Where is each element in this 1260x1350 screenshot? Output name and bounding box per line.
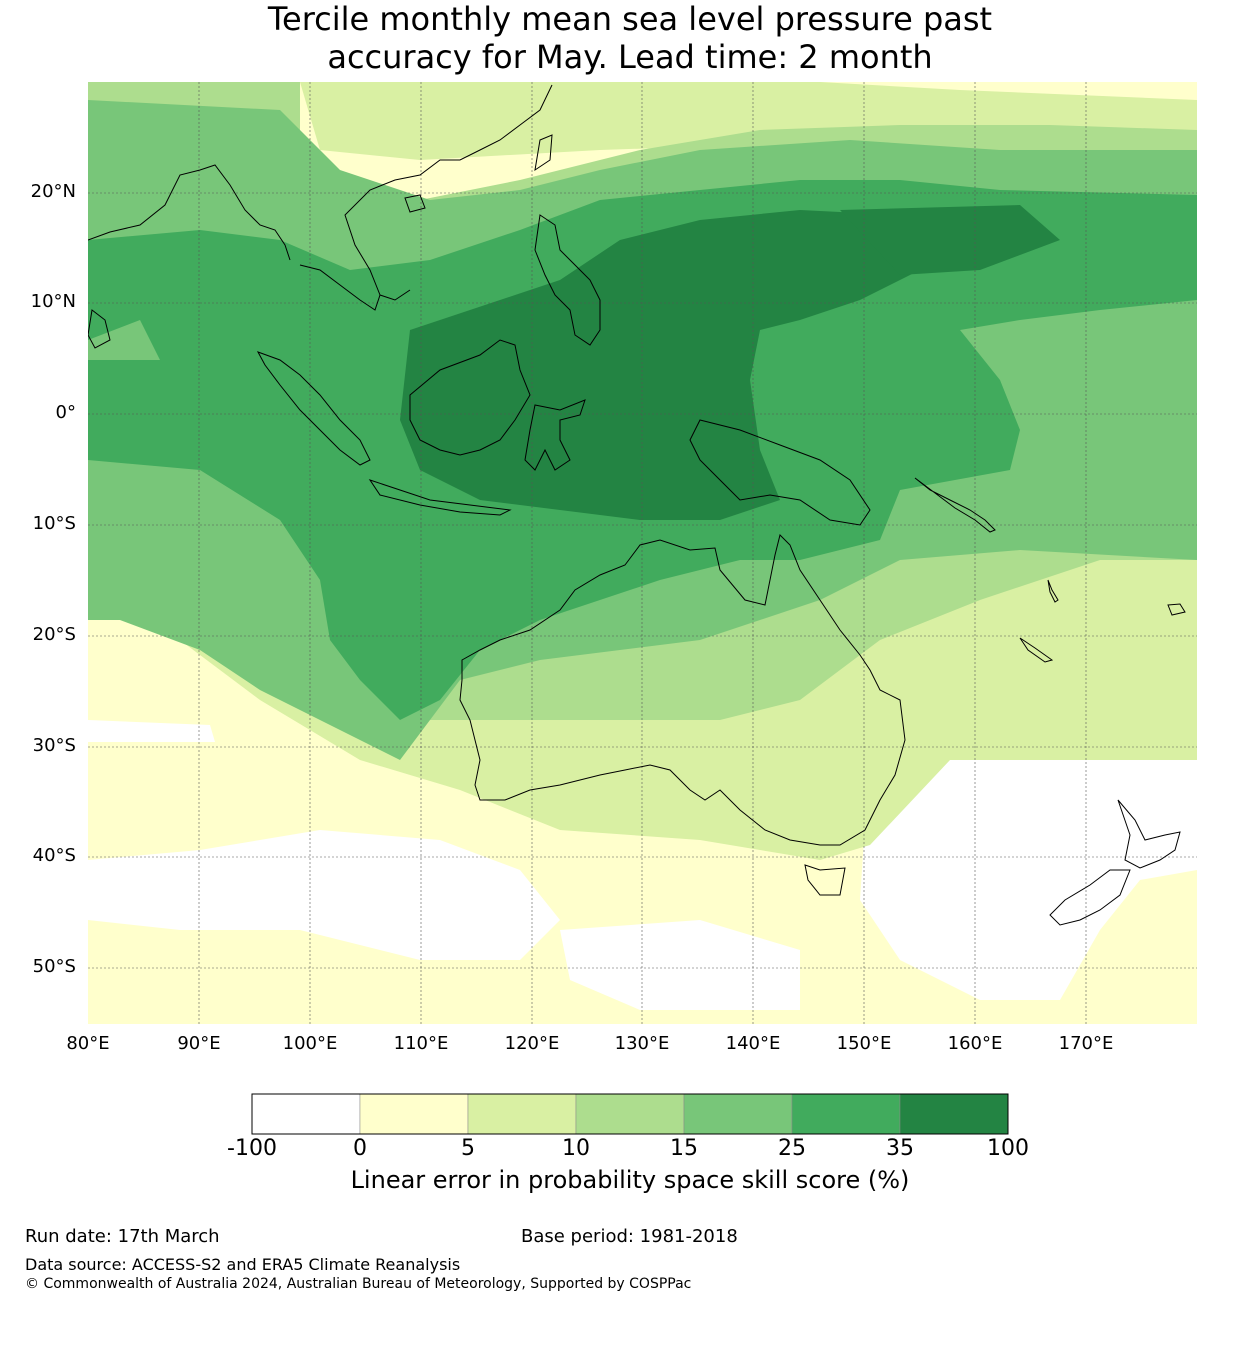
coast-hainan <box>404 194 426 213</box>
lon-label-150e: 150°E <box>836 1033 892 1054</box>
lat-label-40s: 40°S <box>32 845 76 866</box>
coast-sulawesi <box>524 399 586 471</box>
lon-label-100e: 100°E <box>282 1033 338 1054</box>
coast-australia <box>459 534 906 846</box>
lon-label-90e: 90°E <box>177 1033 221 1054</box>
coast-java <box>368 479 512 516</box>
field-band-15-25-west-notch <box>88 320 160 360</box>
colorbar-swatch-4 <box>683 1093 793 1135</box>
lat-label-50s: 50°S <box>32 956 76 977</box>
colorbar-swatch-3 <box>575 1093 685 1135</box>
field-negative-south-indian <box>88 830 560 960</box>
coast-taiwan <box>534 134 553 172</box>
colorbar-tick-neg100: -100 <box>227 1136 277 1161</box>
coast-borneo <box>409 339 531 456</box>
coast-vanuatu <box>1047 579 1059 603</box>
title-line-1: Tercile monthly mean sea level pressure … <box>267 0 993 38</box>
coast-india <box>88 164 291 261</box>
colorbar-tick-35: 35 <box>886 1136 914 1161</box>
coast-new-zealand-north <box>1117 799 1181 869</box>
colorbar-tick-10: 10 <box>562 1136 590 1161</box>
coast-indochina <box>299 84 553 311</box>
coast-philippines <box>534 214 601 346</box>
gridlines <box>88 82 1197 1024</box>
colorbar-swatch-0 <box>251 1093 361 1135</box>
colorbar-tick-0: 0 <box>353 1136 367 1161</box>
lat-label-20n: 20°N <box>30 181 76 202</box>
field-negative-south-ocean <box>560 920 800 1010</box>
coast-new-zealand-south <box>1049 869 1131 926</box>
field-band-5-10-north <box>300 82 1197 160</box>
lon-label-110e: 110°E <box>393 1033 449 1054</box>
coastlines <box>88 84 1186 926</box>
field-band-35-100 <box>400 210 980 520</box>
lat-label-20s: 20°S <box>32 624 76 645</box>
colorbar-swatch-2 <box>467 1093 577 1135</box>
lat-label-0: 0° <box>55 402 76 423</box>
coast-new-guinea <box>689 419 871 526</box>
coast-sumatra <box>256 351 371 466</box>
title-line-2: accuracy for May. Lead time: 2 month <box>327 38 933 76</box>
lon-label-170e: 170°E <box>1058 1033 1114 1054</box>
colorbar <box>251 1093 1009 1135</box>
field-negative-tasman <box>860 748 1197 1000</box>
lat-label-30s: 30°S <box>32 735 76 756</box>
lon-label-160e: 160°E <box>947 1033 1003 1054</box>
colorbar-swatch-5 <box>791 1093 901 1135</box>
coast-solomons <box>914 477 996 533</box>
skill-field <box>88 82 1197 1024</box>
colorbar-swatch-6 <box>899 1093 1009 1135</box>
lon-label-120e: 120°E <box>504 1033 560 1054</box>
chart-title: Tercile monthly mean sea level pressure … <box>0 0 1260 76</box>
colorbar-label: Linear error in probability space skill … <box>350 1166 910 1194</box>
lon-label-130e: 130°E <box>614 1033 670 1054</box>
colorbar-tick-15: 15 <box>670 1136 698 1161</box>
data-source: Data source: ACCESS-S2 and ERA5 Climate … <box>25 1255 461 1274</box>
coast-sri-lanka <box>88 309 111 349</box>
colorbar-tick-100: 100 <box>987 1136 1029 1161</box>
colorbar-swatch-1 <box>359 1093 469 1135</box>
coast-fiji <box>1167 603 1186 616</box>
colorbar-tick-25: 25 <box>778 1136 806 1161</box>
field-negative-west <box>88 720 215 742</box>
colorbar-outline <box>251 1093 1009 1135</box>
run-date: Run date: 17th March <box>25 1226 220 1247</box>
lat-label-10s: 10°S <box>32 513 76 534</box>
coast-tasmania <box>804 864 846 896</box>
coast-new-caledonia <box>1019 637 1054 663</box>
field-band-35-100-ne <box>840 205 1060 275</box>
colorbar-tick-5: 5 <box>461 1136 475 1161</box>
lon-label-140e: 140°E <box>725 1033 781 1054</box>
lat-label-10n: 10°N <box>30 291 76 312</box>
copyright: © Commonwealth of Australia 2024, Austra… <box>25 1276 692 1292</box>
base-period: Base period: 1981-2018 <box>521 1226 738 1247</box>
lon-label-80e: 80°E <box>66 1033 110 1054</box>
